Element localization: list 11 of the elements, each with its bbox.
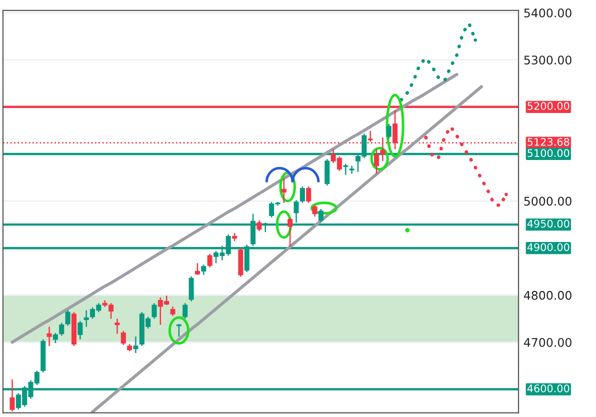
y-tick-label: 4700.00	[524, 338, 572, 347]
y-tick-label: 5000.00	[524, 196, 572, 206]
y-tick-label: 5300.00	[524, 56, 572, 64]
ref-line-label: 4900.00	[527, 243, 570, 252]
y-tick-label: 5400.00	[524, 8, 572, 18]
ref-line-label: 4950.00	[527, 220, 570, 228]
ref-line-label: 4600.00	[527, 384, 570, 392]
ref-line-label: 5123.68	[528, 138, 570, 146]
ref-line-label: 5100.00	[528, 149, 570, 157]
ref-line-label: 5200.00	[528, 102, 570, 110]
y-tick-label: 4800.00	[524, 290, 572, 300]
